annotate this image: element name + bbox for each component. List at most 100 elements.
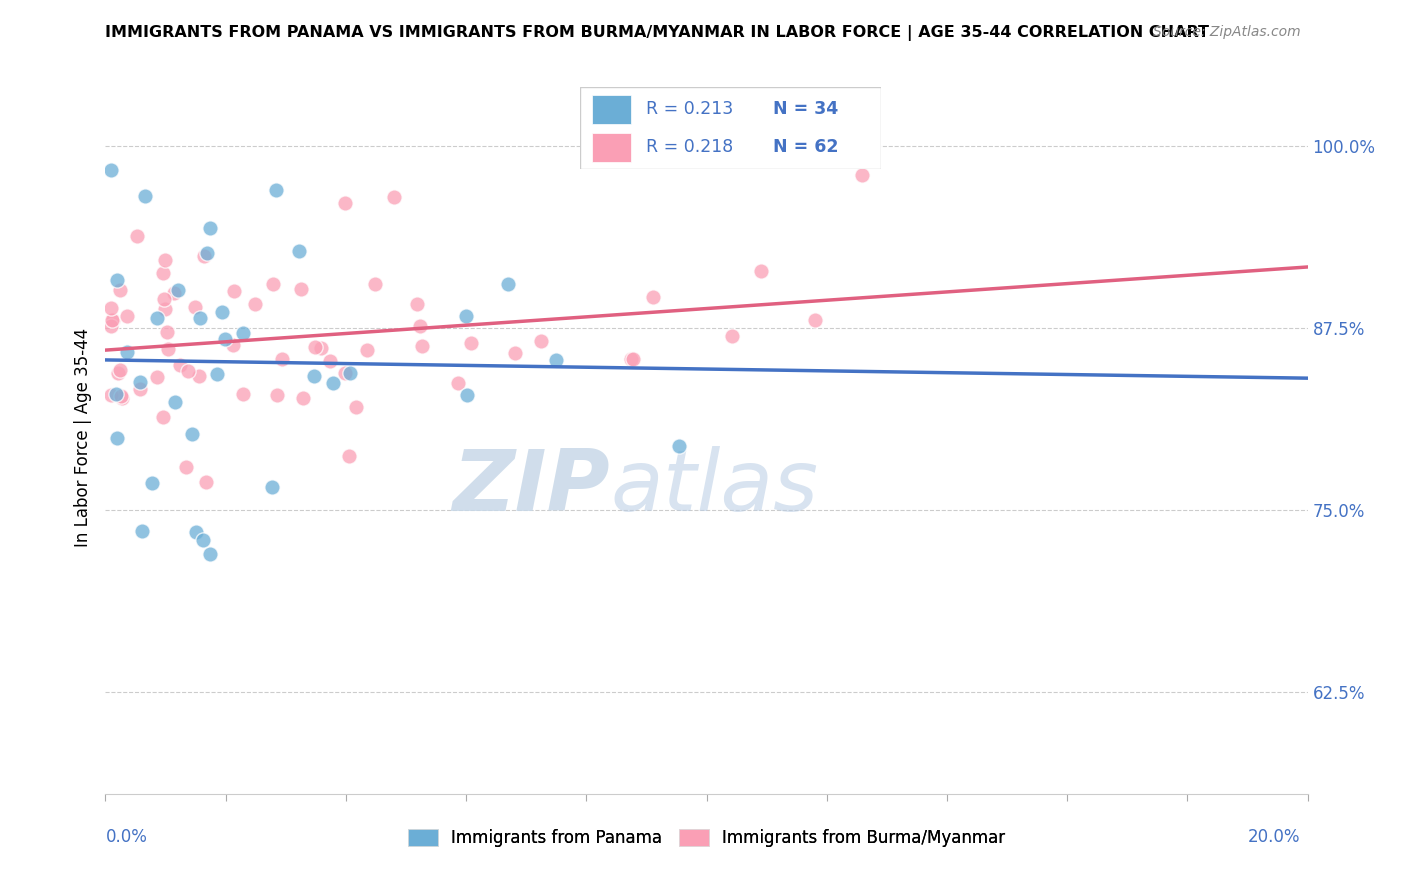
- Point: [181, 427, 204, 442]
- Point: [153, 253, 176, 268]
- Point: [496, 277, 519, 291]
- Point: [409, 319, 432, 334]
- Point: [152, 410, 174, 425]
- Point: [194, 475, 217, 490]
- Point: [245, 296, 267, 310]
- Point: [117, 309, 139, 323]
- Point: [271, 351, 294, 366]
- Point: [460, 335, 482, 350]
- Point: [503, 346, 526, 360]
- Point: [101, 313, 124, 327]
- Point: [211, 304, 233, 318]
- Point: [749, 264, 772, 278]
- Y-axis label: In Labor Force | Age 35-44: In Labor Force | Age 35-44: [73, 327, 91, 547]
- Point: [302, 369, 325, 384]
- Point: [100, 301, 122, 316]
- Point: [166, 283, 188, 297]
- Point: [191, 533, 214, 548]
- Point: [304, 340, 326, 354]
- Point: [145, 311, 167, 326]
- Point: [214, 332, 236, 346]
- Point: [131, 524, 153, 538]
- Point: [621, 352, 644, 367]
- Point: [110, 363, 132, 377]
- Point: [104, 386, 127, 401]
- Point: [851, 168, 873, 182]
- Point: [110, 389, 132, 403]
- Point: [153, 302, 176, 317]
- Point: [108, 283, 131, 297]
- Point: [311, 342, 333, 356]
- Point: [620, 351, 643, 366]
- Point: [134, 188, 156, 202]
- Point: [333, 195, 356, 210]
- Point: [169, 359, 191, 373]
- Point: [262, 277, 284, 291]
- Point: [165, 395, 187, 409]
- Point: [454, 309, 477, 323]
- Point: [100, 162, 122, 177]
- Point: [266, 183, 288, 197]
- Point: [232, 326, 254, 340]
- Point: [260, 480, 283, 494]
- Point: [107, 367, 129, 381]
- Point: [101, 313, 124, 327]
- Point: [364, 277, 387, 291]
- Point: [146, 369, 169, 384]
- Point: [344, 400, 367, 414]
- Point: [530, 334, 553, 348]
- Point: [232, 387, 254, 401]
- Point: [129, 382, 152, 396]
- Point: [405, 297, 427, 311]
- Point: [382, 190, 405, 204]
- Point: [411, 339, 433, 353]
- Point: [804, 313, 827, 327]
- Point: [100, 319, 122, 334]
- Point: [292, 391, 315, 405]
- Point: [105, 431, 128, 445]
- Point: [643, 290, 665, 304]
- Text: 0.0%: 0.0%: [105, 828, 148, 846]
- Point: [184, 524, 207, 539]
- Point: [544, 353, 567, 368]
- Point: [335, 367, 357, 381]
- Point: [177, 364, 200, 378]
- Legend: Immigrants from Panama, Immigrants from Burma/Myanmar: Immigrants from Panama, Immigrants from …: [401, 822, 1012, 854]
- Point: [156, 342, 179, 356]
- Text: Source: ZipAtlas.com: Source: ZipAtlas.com: [1153, 25, 1301, 39]
- Point: [721, 329, 744, 343]
- Text: 20.0%: 20.0%: [1249, 828, 1301, 846]
- Point: [287, 244, 309, 258]
- Point: [221, 338, 243, 352]
- Point: [198, 220, 221, 235]
- Point: [100, 388, 122, 402]
- Point: [115, 345, 138, 359]
- Point: [339, 366, 361, 380]
- Point: [187, 368, 209, 383]
- Point: [128, 375, 150, 389]
- Point: [111, 391, 134, 405]
- Point: [152, 266, 174, 280]
- Point: [153, 292, 176, 306]
- Point: [195, 246, 218, 260]
- Point: [356, 343, 378, 358]
- Text: atlas: atlas: [610, 445, 818, 529]
- Point: [188, 311, 211, 326]
- Point: [156, 325, 179, 339]
- Point: [447, 376, 470, 390]
- Point: [205, 368, 228, 382]
- Point: [198, 547, 221, 561]
- Point: [337, 449, 360, 463]
- Point: [319, 354, 342, 368]
- Point: [266, 388, 288, 402]
- Point: [290, 282, 312, 296]
- Point: [322, 376, 344, 391]
- Text: ZIP: ZIP: [453, 445, 610, 529]
- Point: [125, 228, 148, 243]
- Point: [193, 249, 215, 263]
- Point: [141, 475, 163, 490]
- Point: [184, 300, 207, 314]
- Point: [224, 284, 246, 298]
- Point: [456, 387, 478, 401]
- Point: [105, 272, 128, 286]
